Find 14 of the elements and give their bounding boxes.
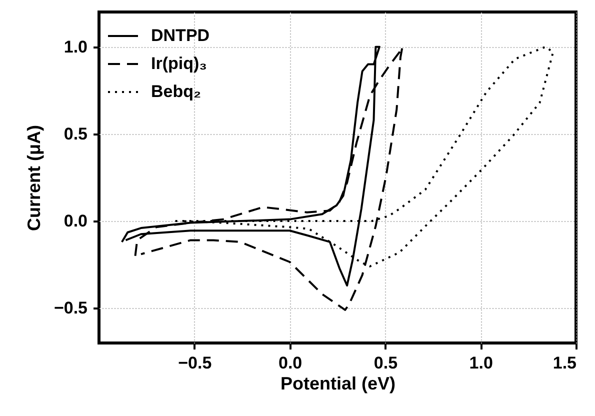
x-tick-label: 1.5 bbox=[552, 354, 576, 372]
y-tick-label: 0.0 bbox=[64, 212, 88, 231]
y-tick-label: −0.5 bbox=[54, 298, 88, 318]
x-tick-label: 0.0 bbox=[278, 354, 302, 372]
y-tick-label: 0.5 bbox=[64, 124, 88, 144]
x-tick-label: −0.5 bbox=[178, 354, 212, 372]
legend-label: Bebq₂ bbox=[151, 82, 202, 101]
legend-label: DNTPD bbox=[151, 26, 210, 45]
legend-label: Ir(piq)₃ bbox=[151, 54, 208, 73]
x-tick-label: 0.5 bbox=[374, 354, 398, 372]
y-tick-label: 1.0 bbox=[64, 37, 88, 56]
x-tick-label: 1.0 bbox=[469, 354, 493, 372]
y-axis-title: Current (μA) bbox=[24, 124, 44, 232]
x-axis-title: Potential (eV) bbox=[280, 374, 396, 394]
